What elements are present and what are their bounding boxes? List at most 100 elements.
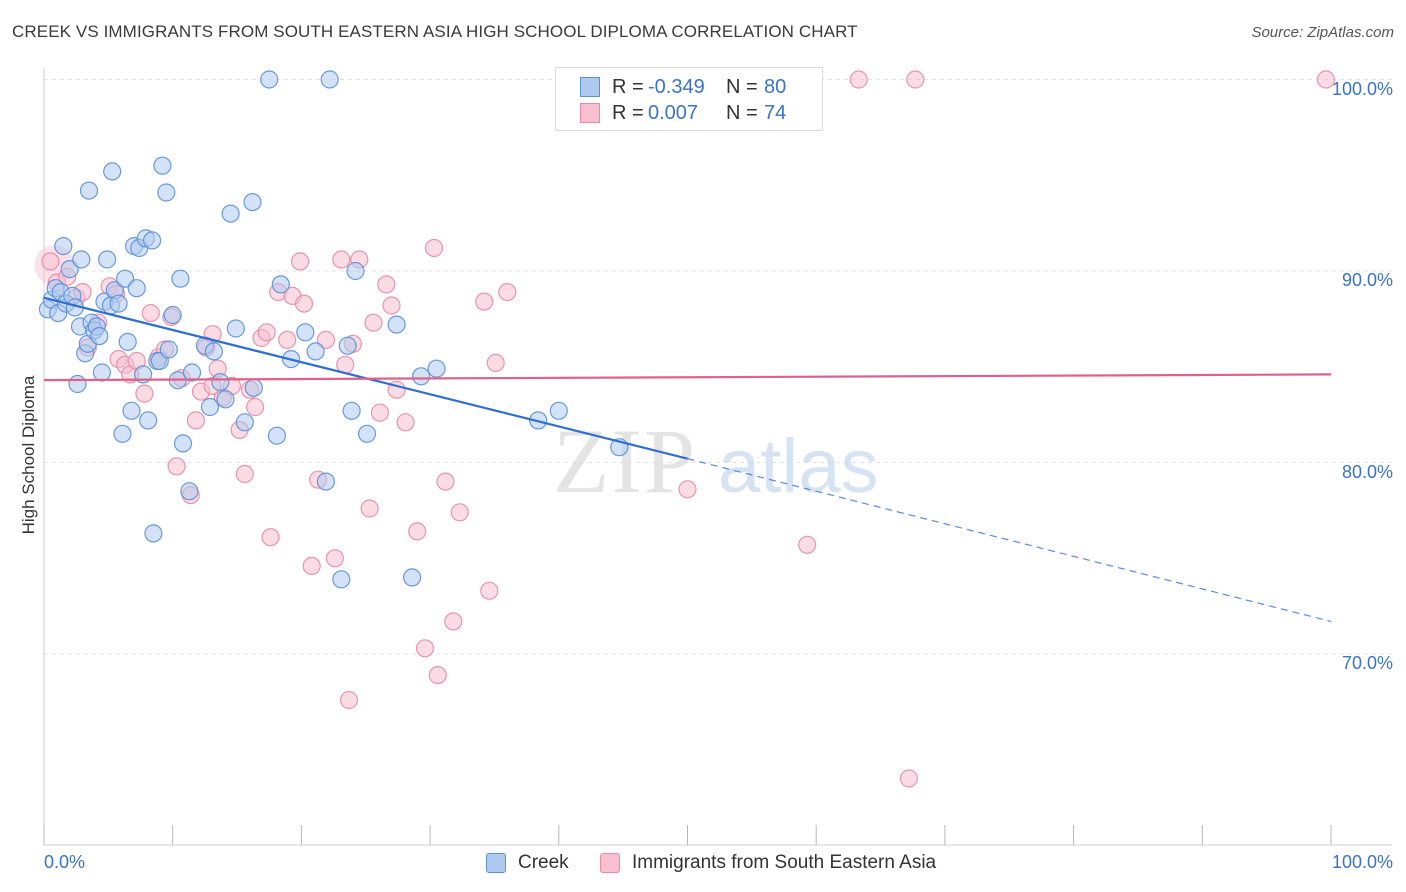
creek-point: [235, 413, 254, 432]
series-legend: Creek Immigrants from South Eastern Asia: [0, 852, 1406, 878]
creek-point: [72, 250, 91, 269]
creek-point: [412, 367, 431, 386]
legend-item-creek[interactable]: Creek: [486, 852, 569, 874]
creek-point: [173, 434, 193, 453]
creek-label: Creek: [518, 852, 569, 873]
y-tick-label: 80.0%: [1341, 461, 1393, 482]
trend-lines: [43, 296, 1332, 623]
immigrants-point: [316, 330, 335, 349]
r-label: R =: [612, 101, 644, 124]
creek-point: [92, 363, 112, 382]
creek-point: [320, 70, 339, 89]
immigrants-point: [302, 556, 321, 576]
immigrants-point: [246, 397, 265, 417]
r-value: 0.007: [648, 101, 699, 124]
source-label: Source: ZipAtlas.com: [1251, 24, 1394, 41]
immigrants-point: [849, 70, 868, 89]
creek-trend-extension: [687, 458, 1332, 623]
immigrants-point: [294, 294, 314, 313]
immigrants-point: [798, 535, 817, 554]
creek-point: [79, 181, 99, 200]
creek-point: [182, 363, 202, 382]
immigrants-point: [444, 612, 463, 631]
creek-point: [97, 250, 117, 269]
creek-point: [342, 401, 361, 420]
creek-point: [171, 269, 190, 288]
immigrants-point: [475, 292, 494, 311]
creek-point: [211, 373, 230, 392]
creek-point: [118, 332, 137, 351]
n-label: N =: [726, 101, 758, 124]
creek-point: [306, 342, 325, 361]
y-tick-label: 90.0%: [1341, 270, 1393, 290]
stats-legend: R = -0.349 N = 80 R = 0.007 N = 74: [555, 67, 823, 131]
axes: [43, 68, 1392, 846]
immigrants-point: [486, 353, 505, 372]
immigrants-point: [450, 503, 469, 522]
r-value: -0.349: [648, 75, 705, 98]
creek-point: [260, 70, 279, 89]
creek-point: [221, 204, 240, 223]
immigrants-swatch: [580, 103, 600, 123]
immigrants-point: [257, 323, 276, 342]
creek-point: [139, 411, 158, 430]
y-axis-label: High School Diploma: [19, 375, 38, 535]
immigrants-point: [436, 472, 455, 491]
creek-point: [54, 237, 73, 256]
creek-point: [346, 261, 365, 281]
immigrants-point: [382, 296, 401, 315]
immigrants-point: [408, 522, 427, 541]
creek-point: [267, 426, 286, 445]
creek-point: [387, 315, 406, 334]
creek-points: [38, 70, 629, 589]
creek-point: [113, 424, 132, 443]
creek-point: [122, 401, 141, 420]
n-value: 80: [764, 75, 787, 98]
creek-point: [153, 156, 172, 175]
creek-point: [68, 374, 87, 394]
immigrants-point: [278, 330, 297, 349]
creek-point: [427, 359, 446, 378]
creek-swatch: [486, 853, 506, 873]
creek-point: [357, 424, 377, 443]
creek-point: [180, 482, 199, 501]
creek-point: [144, 524, 163, 543]
creek-point: [216, 390, 235, 409]
immigrants-point: [186, 411, 205, 430]
creek-point: [332, 570, 351, 589]
immigrants-point: [235, 464, 254, 484]
creek-point: [316, 472, 335, 491]
creek-point: [204, 342, 223, 361]
y-tick-label: 70.0%: [1341, 653, 1393, 673]
creek-point: [200, 397, 220, 417]
n-value: 74: [764, 101, 787, 124]
immigrants-label: Immigrants from South Eastern Asia: [632, 852, 937, 873]
creek-point: [271, 275, 290, 294]
immigrants-point: [899, 769, 919, 788]
r-label: R =: [612, 75, 644, 98]
immigrants-point: [678, 480, 697, 499]
n-label: N =: [726, 75, 758, 98]
creek-point: [296, 323, 315, 342]
immigrants-point: [370, 403, 389, 422]
legend-item-immigrants[interactable]: Immigrants from South Eastern Asia: [600, 852, 936, 874]
creek-point: [157, 183, 176, 202]
creek-point: [244, 378, 263, 397]
immigrants-point: [396, 413, 415, 432]
creek-swatch: [580, 77, 600, 97]
creek-point: [127, 279, 146, 298]
creek-point: [226, 319, 245, 338]
chart-title: CREEK VS IMMIGRANTS FROM SOUTH EASTERN A…: [12, 22, 858, 41]
immigrants-point: [261, 528, 280, 547]
creek-point: [243, 193, 262, 212]
creek-point: [143, 231, 162, 250]
immigrants-point: [424, 238, 444, 258]
grid-lines: [44, 79, 1395, 655]
immigrants-point: [291, 252, 310, 271]
creek-point: [159, 340, 178, 359]
watermark-zip: ZIP: [553, 410, 697, 512]
immigrants-point: [415, 639, 435, 658]
immigrants-point: [480, 581, 499, 600]
immigrants-point: [360, 499, 379, 518]
